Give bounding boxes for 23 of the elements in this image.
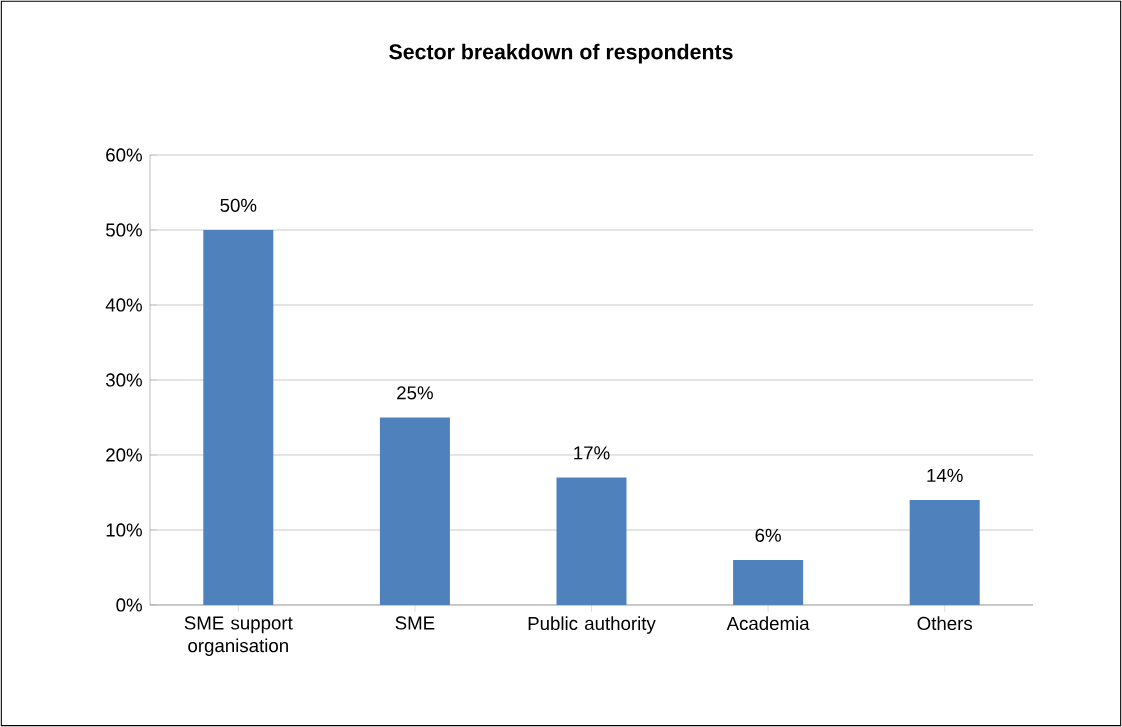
y-tick-label: 0%: [116, 598, 142, 612]
x-tick-label: Public authority: [528, 616, 656, 634]
x-tick-label: SME: [395, 616, 435, 630]
bar: [909, 499, 980, 605]
bar: [379, 417, 450, 605]
data-label: 17%: [574, 446, 610, 460]
data-label: 50%: [220, 198, 257, 212]
chart-title: Sector breakdown of respondents: [389, 43, 733, 64]
data-label: 14%: [927, 468, 963, 482]
y-tick-label: 50%: [106, 223, 142, 237]
bar: [556, 477, 627, 605]
y-tick-label: 60%: [106, 148, 142, 162]
y-tick-label: 40%: [105, 298, 142, 312]
x-tick-label: SME support organisation: [184, 616, 293, 656]
y-tick-label: 10%: [106, 523, 142, 537]
bar: [203, 229, 274, 605]
data-label: 6%: [755, 528, 781, 542]
y-tick-label: 20%: [106, 448, 142, 462]
data-label: 25%: [397, 386, 433, 400]
bar: [733, 559, 804, 605]
x-tick-label: Academia: [726, 616, 810, 631]
x-tick-label: Others: [917, 616, 973, 631]
y-tick-label: 30%: [105, 373, 142, 387]
